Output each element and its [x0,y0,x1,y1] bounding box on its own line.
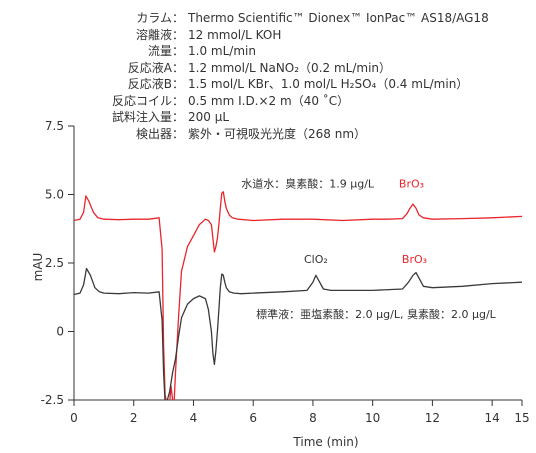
condition-label: 試料注入量： [111,110,184,124]
y-axis-label: mAU [31,253,45,282]
condition-label: 反応液B： [127,77,184,91]
y-tick-label: 5.0 [45,188,64,202]
x-tick-label: 10 [365,411,380,425]
condition-value: 0.5 mm I.D.×2 m（40 ˚C） [188,93,350,108]
condition-label: 流量： [147,44,184,58]
condition-value: 1.0 mL/min [188,44,256,58]
condition-label: 反応コイル： [111,93,184,108]
condition-label: 反応液A： [127,60,184,75]
x-tick-label: 2 [130,411,138,425]
axes: -2.5 0 2.5 5.0 7.5 0 2 4 6 8 10 12 14 15 [41,119,530,425]
series-group [74,191,522,400]
annotation-label: BrO₃ [399,178,424,191]
condition-value: Thermo Scientific™ Dionex™ IonPac™ AS18/… [188,11,489,25]
y-tick-label: 7.5 [45,119,64,133]
condition-label: カラム： [136,11,184,25]
annotation-label: BrO₃ [402,253,427,266]
annotation-label: 水道水：臭素酸：1.9 μg/L [241,177,375,191]
condition-label: 検出器： [135,126,184,141]
annotation-label: ClO₂ [304,253,328,266]
y-tick-label: 0 [56,325,64,339]
condition-value: 1.2 mmol/L NaNO₂（0.2 mL/min） [188,60,392,75]
x-tick-label: 14 [484,411,499,425]
condition-value: 1.5 mol/L KBr、1.0 mol/L H₂SO₄（0.4 mL/min… [188,77,469,91]
x-tick-label-last: 15 [514,411,529,425]
y-tick-label: -2.5 [41,393,64,407]
x-tick-label: 8 [309,411,317,425]
annotations-group: 水道水：臭素酸：1.9 μg/L BrO₃ ClO₂ BrO₃ 標準液：亜塩素酸：2.0… [241,177,496,321]
x-tick-label: 6 [249,411,257,425]
condition-label: 溶離液： [135,27,184,42]
x-tick-label: 12 [425,411,440,425]
x-tick-label: 0 [70,411,78,425]
y-tick-label: 2.5 [45,256,64,270]
condition-value: 200 μL [188,110,230,124]
condition-value: 12 mmol/L KOH [188,27,282,42]
series-line-1 [74,267,522,400]
series-line-0 [74,191,522,400]
annotation-label: 標準液：亜塩素酸：2.0 μg/L, 臭素酸：2.0 μg/L [256,307,496,321]
x-tick-label: 4 [190,411,198,425]
condition-value: 紫外・可視吸光光度（268 nm） [188,126,367,141]
x-axis-label: Time (min) [292,435,358,449]
